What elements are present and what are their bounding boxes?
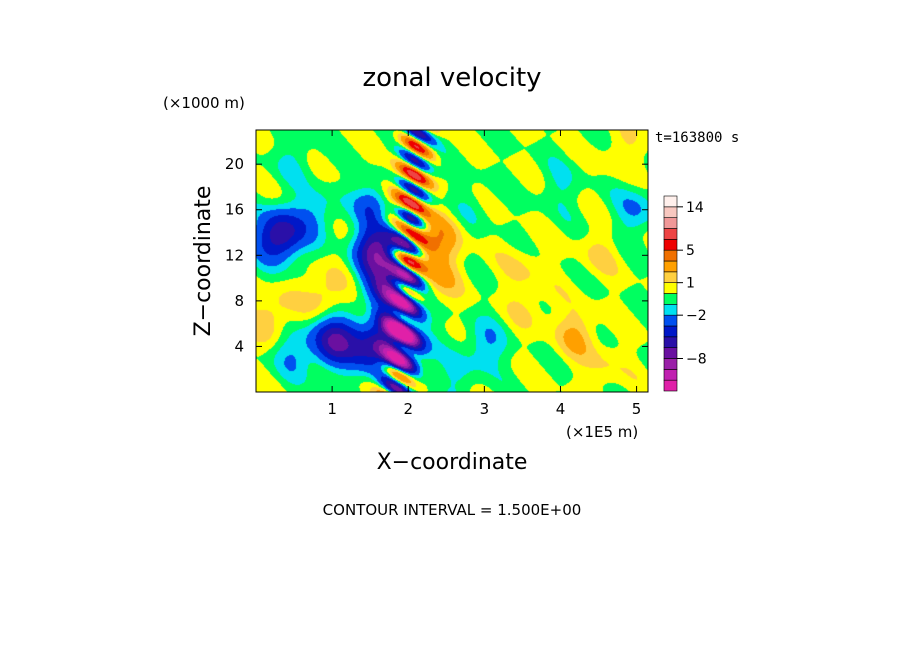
colorbar-swatch <box>663 195 678 208</box>
x-tick-label: 3 <box>480 400 490 418</box>
y-tick-label: 8 <box>234 292 244 310</box>
x-axis-label: X−coordinate <box>377 450 528 475</box>
colorbar-swatch <box>663 260 678 273</box>
colorbar-label: 5 <box>686 243 695 259</box>
colorbar-label: −2 <box>686 308 707 324</box>
colorbar-swatch <box>663 239 678 251</box>
plot-area <box>255 129 649 393</box>
colorbar-swatch <box>663 206 678 218</box>
colorbar-label: 14 <box>686 200 704 216</box>
y-axis: 4 8 12 16 20 <box>225 155 648 355</box>
x-tick-label: 1 <box>327 400 337 418</box>
x-tick-label: 5 <box>632 400 642 418</box>
colorbar-swatch <box>663 249 678 262</box>
plot-frame <box>255 129 649 393</box>
x-axis: 1 2 3 4 5 <box>327 130 641 418</box>
colorbar: 14 5 1 −2 −8 <box>663 195 707 392</box>
colorbar-swatch <box>663 379 678 392</box>
colorbar-swatch <box>663 217 678 229</box>
y-axis-label: Z−coordinate <box>191 186 216 337</box>
contour-interval-label: CONTOUR INTERVAL = 1.500E+00 <box>323 501 582 519</box>
contour-field <box>256 130 648 392</box>
y-tick-label: 12 <box>225 246 244 264</box>
colorbar-swatch <box>663 369 678 381</box>
colorbar-swatch <box>663 304 678 316</box>
y-unit-label: (×1000 m) <box>163 94 245 112</box>
colorbar-label: 1 <box>686 276 695 292</box>
colorbar-swatch <box>663 228 678 240</box>
colorbar-swatch <box>663 358 678 370</box>
chart-title: zonal velocity <box>362 63 541 93</box>
colorbar-swatch <box>663 336 678 348</box>
colorbar-swatch <box>663 325 678 338</box>
y-tick-label: 4 <box>234 337 244 355</box>
colorbar-swatch <box>663 271 678 283</box>
colorbar-swatch <box>663 347 678 359</box>
time-label: t=163800 s <box>655 130 739 146</box>
colorbar-swatch <box>663 293 678 305</box>
colorbar-swatch <box>663 282 678 294</box>
x-unit-label: (×1E5 m) <box>566 423 638 441</box>
x-tick-label: 2 <box>403 400 413 418</box>
x-tick-label: 4 <box>556 400 566 418</box>
y-tick-label: 20 <box>225 155 244 173</box>
colorbar-label: −8 <box>686 352 707 368</box>
y-tick-label: 16 <box>225 201 244 219</box>
colorbar-swatch <box>663 314 678 327</box>
